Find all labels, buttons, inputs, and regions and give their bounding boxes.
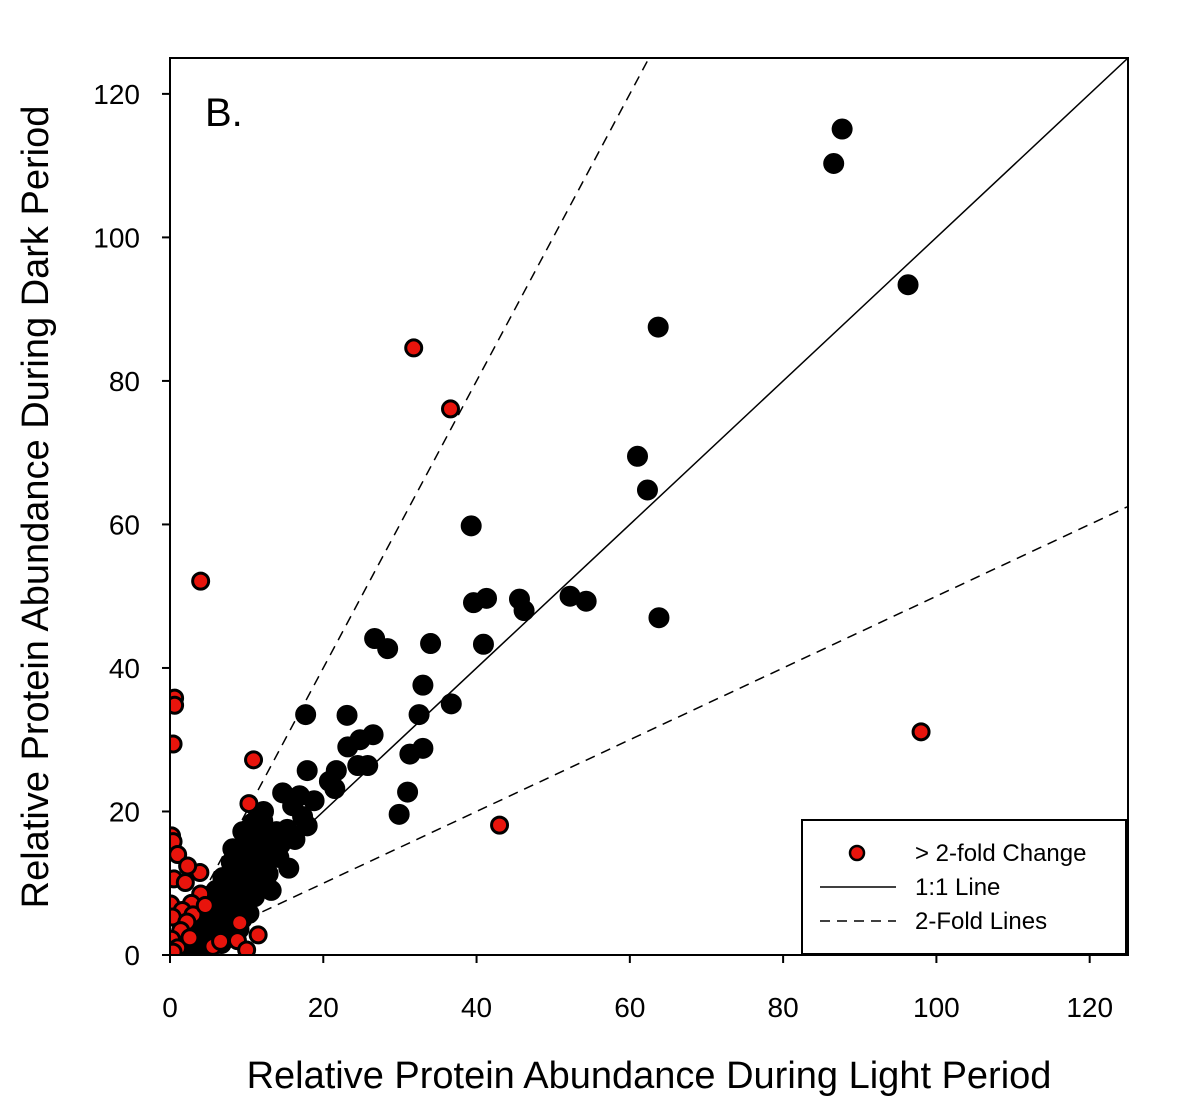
black-point	[420, 633, 442, 655]
black-point	[460, 515, 482, 537]
red-point	[404, 338, 424, 358]
x-axis-ticks: 0 20 40 60 80 100 120	[162, 955, 1113, 1023]
x-tick-label: 0	[162, 992, 178, 1023]
red-point	[175, 873, 195, 893]
y-tick-label: 100	[93, 222, 140, 253]
red-point	[191, 571, 211, 591]
black-point	[242, 812, 264, 834]
legend-label-two-fold-change: > 2-fold Change	[915, 840, 1086, 867]
red-point	[178, 856, 198, 876]
y-axis-ticks: 0 20 40 60 80 100 120	[93, 79, 170, 971]
legend: > 2-fold Change 1:1 Line 2-Fold Lines	[801, 819, 1127, 955]
line-one-to-one	[170, 58, 1128, 955]
y-tick-label: 80	[109, 366, 140, 397]
red-point	[441, 399, 461, 419]
black-point	[513, 600, 535, 622]
x-tick-label: 120	[1066, 992, 1113, 1023]
y-axis-title: Relative Protein Abundance During Dark P…	[15, 106, 57, 909]
red-point	[244, 750, 264, 770]
y-tick-label: 120	[93, 79, 140, 110]
x-tick-label: 100	[913, 992, 960, 1023]
x-tick-label: 60	[614, 992, 645, 1023]
black-point	[224, 844, 246, 866]
x-tick-label: 80	[768, 992, 799, 1023]
black-point	[377, 638, 399, 660]
legend-label-one-to-one: 1:1 Line	[915, 874, 1000, 901]
red-point	[237, 940, 257, 955]
x-axis-title: Relative Protein Abundance During Light …	[247, 1055, 1052, 1097]
black-point	[476, 587, 498, 609]
y-tick-label: 60	[109, 509, 140, 540]
black-point	[472, 633, 494, 655]
red-point	[170, 845, 188, 865]
black-point	[831, 118, 853, 140]
red-point	[211, 931, 231, 951]
plot-frame	[169, 57, 1129, 956]
black-point	[408, 704, 430, 726]
black-point	[337, 736, 359, 758]
black-point	[303, 790, 325, 812]
red-point	[230, 913, 250, 933]
red-point	[911, 722, 931, 742]
reference-lines	[170, 58, 1128, 955]
panel-label: B.	[205, 91, 243, 135]
red-point	[239, 794, 259, 814]
red-point	[180, 928, 200, 948]
black-point	[440, 693, 462, 715]
black-point	[357, 755, 379, 777]
black-point	[897, 274, 919, 296]
black-point	[648, 607, 670, 629]
red-point	[195, 895, 215, 915]
red-point	[170, 734, 183, 754]
red-point	[170, 942, 183, 955]
data-points	[170, 118, 931, 955]
black-point	[399, 743, 421, 765]
red-point	[170, 695, 185, 715]
red-point	[248, 925, 268, 945]
black-point	[647, 316, 669, 338]
black-point	[412, 674, 434, 696]
y-tick-label: 0	[124, 940, 140, 971]
black-point	[336, 704, 358, 726]
red-point	[490, 815, 510, 835]
black-point	[388, 803, 410, 825]
black-point	[296, 760, 318, 782]
x-tick-label: 20	[308, 992, 339, 1023]
y-tick-label: 40	[109, 653, 140, 684]
black-point	[823, 152, 845, 174]
black-point	[295, 704, 317, 726]
black-point	[636, 479, 658, 501]
black-point	[269, 833, 291, 855]
black-point	[324, 778, 346, 800]
black-point	[575, 590, 597, 612]
y-tick-label: 20	[109, 796, 140, 827]
black-point	[627, 445, 649, 467]
x-tick-label: 40	[461, 992, 492, 1023]
black-point	[296, 815, 318, 837]
line-two-fold-lower	[170, 505, 1128, 955]
black-point	[397, 781, 419, 803]
legend-point-marker	[848, 844, 866, 862]
legend-label-two-fold-lines: 2-Fold Lines	[915, 908, 1047, 935]
